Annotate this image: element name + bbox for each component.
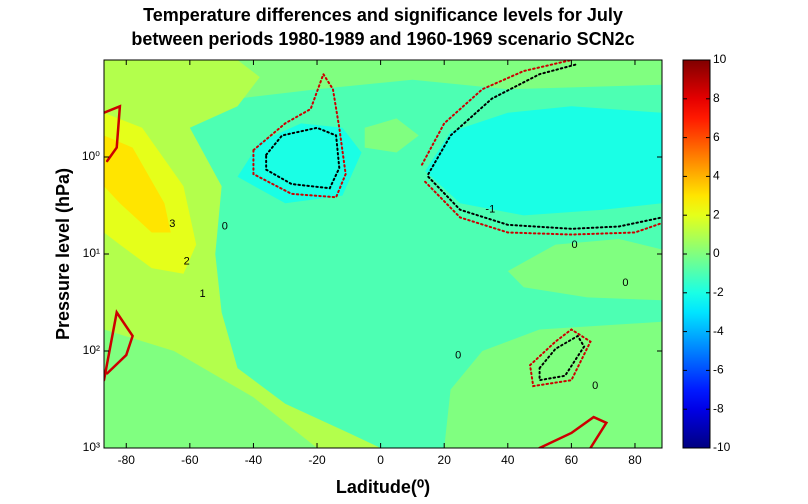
significance-contour xyxy=(420,60,573,166)
significance-contour xyxy=(104,104,122,163)
x-tick-label: 60 xyxy=(565,453,579,467)
contour-label: 0 xyxy=(622,277,628,289)
contour-label: 0 xyxy=(222,220,228,232)
contour-label: 2 xyxy=(184,256,190,268)
contour-label: 0 xyxy=(455,350,461,362)
chart-title: Temperature differences and significance… xyxy=(143,5,623,25)
significance-contour xyxy=(427,175,662,230)
y-axis-label: Pressure level (hPa) xyxy=(53,168,73,340)
x-tick-label: -80 xyxy=(118,453,136,467)
contour-label: -1 xyxy=(485,204,495,216)
y-tick-label: 10⁰ xyxy=(82,149,100,163)
contour-region xyxy=(237,123,362,204)
x-tick-label: 20 xyxy=(438,453,452,467)
significance-contour xyxy=(538,415,609,448)
contour-region xyxy=(425,106,662,216)
colorbar-tick-label: -6 xyxy=(713,363,724,377)
x-tick-label: -40 xyxy=(245,453,263,467)
contour-region xyxy=(364,118,419,153)
contour-region xyxy=(444,321,662,448)
colorbar-tick-label: -8 xyxy=(713,401,724,415)
colorbar xyxy=(682,59,711,449)
colorbar-tick-label: -2 xyxy=(713,285,724,299)
significance-contour xyxy=(427,63,579,176)
contour-region xyxy=(507,238,662,301)
colorbar-tick-label: 8 xyxy=(713,91,720,105)
chart-title: between periods 1980-1989 and 1960-1969 … xyxy=(131,29,634,49)
colorbar-tick-label: 2 xyxy=(713,207,720,221)
significance-contour xyxy=(529,328,592,388)
colorbar-tick-label: -10 xyxy=(713,440,731,454)
contour-region xyxy=(104,329,318,448)
x-tick-label: -20 xyxy=(308,453,326,467)
x-tick-label: -60 xyxy=(181,453,199,467)
significance-contour xyxy=(424,180,662,236)
contour-label: 0 xyxy=(592,380,598,392)
colorbar-tick-label: -4 xyxy=(713,324,724,338)
y-tick-label: 10³ xyxy=(83,440,100,454)
y-tick-label: 10² xyxy=(83,343,100,357)
plot-area: 3 0 2 1 -1 0 0 0 0 xyxy=(104,60,662,448)
x-tick-label: 40 xyxy=(501,453,515,467)
significance-contour xyxy=(538,334,586,382)
significance-contour xyxy=(265,126,341,190)
colorbar-tick-label: 6 xyxy=(713,130,720,144)
contour-label: 0 xyxy=(572,239,578,251)
contour-label: 1 xyxy=(200,288,206,300)
contour-region xyxy=(104,135,171,233)
colorbar-tick-label: 10 xyxy=(713,52,727,66)
x-tick-label: 80 xyxy=(628,453,642,467)
contour-label: 3 xyxy=(169,218,175,230)
x-axis-label: Laditude(⁰) xyxy=(336,477,430,497)
x-tick-label: 0 xyxy=(377,453,384,467)
significance-contour xyxy=(104,309,134,382)
y-tick-label: 10¹ xyxy=(83,246,100,260)
colorbar-tick-label: 0 xyxy=(713,246,720,260)
colorbar-tick-label: 4 xyxy=(713,169,720,183)
